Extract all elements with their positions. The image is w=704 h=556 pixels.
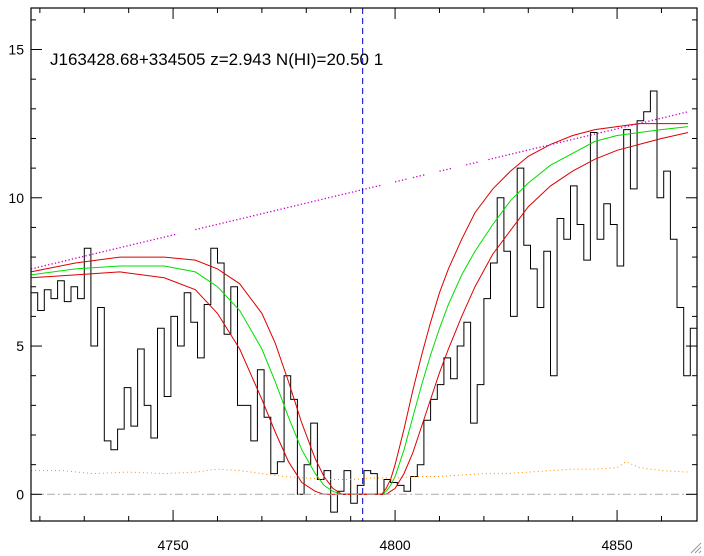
y-tick-label: 15 [8, 42, 24, 58]
continuum-line-segment [394, 178, 409, 183]
x-tick-label: 4800 [380, 537, 411, 553]
continuum-line-segment [488, 111, 689, 161]
series-line-1 [31, 90, 697, 513]
continuum-line-segment [412, 173, 427, 179]
series-line-4 [30, 132, 689, 495]
series-line-2 [30, 126, 689, 495]
y-tick-label: 10 [8, 190, 24, 206]
continuum-line-segment [465, 161, 480, 166]
y-tick-label: 5 [16, 338, 24, 354]
chart-title: J163428.68+334505 z=2.943 N(HI)=20.50 1 [50, 50, 383, 69]
series-line-3 [30, 123, 689, 495]
continuum-line-segment [195, 184, 382, 231]
series-line-5 [31, 461, 689, 480]
y-tick-label: 0 [16, 486, 24, 502]
axis-ticks: 4750 4800 4850 0 5 10 15 [8, 8, 697, 553]
continuum-line-segment [439, 167, 453, 172]
x-tick-label: 4750 [158, 537, 189, 553]
x-tick-label: 4850 [602, 537, 633, 553]
series-layer [30, 90, 697, 513]
resize-grip-icon[interactable] [688, 540, 702, 554]
continuum-line-segment [30, 233, 178, 270]
plot-frame [30, 7, 698, 522]
